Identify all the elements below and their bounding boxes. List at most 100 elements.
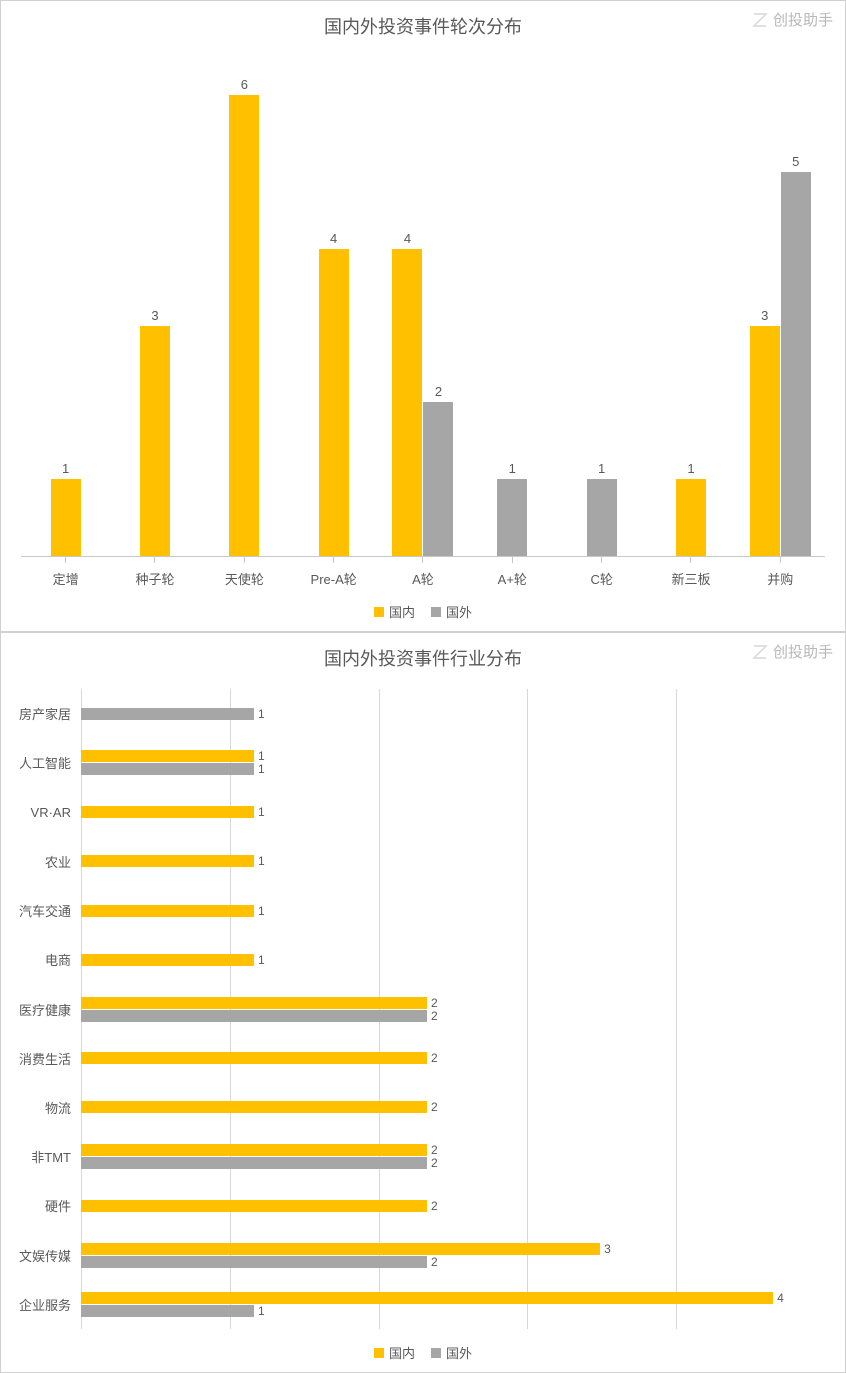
- bar-row: 1: [81, 837, 825, 886]
- legend-item-foreign: 国外: [431, 1343, 472, 1362]
- data-label: 2: [427, 1051, 438, 1065]
- data-label: 2: [435, 384, 442, 402]
- x-tick-label: 定增: [21, 569, 110, 588]
- bar: 4: [319, 249, 349, 556]
- y-tick-label: 物流: [11, 1083, 77, 1132]
- bar-row: 22: [81, 1132, 825, 1181]
- y-tick-label: 汽车交通: [11, 886, 77, 935]
- y-tick-label: 硬件: [11, 1181, 77, 1230]
- y-tick-label: 农业: [11, 837, 77, 886]
- x-tick-label: A+轮: [468, 569, 557, 588]
- brand-text: 创投助手: [773, 641, 833, 662]
- bar-group: 35: [736, 57, 825, 556]
- brand-watermark: 创投助手: [751, 641, 833, 662]
- data-label: 1: [254, 805, 265, 819]
- bar-row: 2: [81, 1083, 825, 1132]
- brand-text: 创投助手: [773, 9, 833, 30]
- bar-group: 1: [557, 57, 646, 556]
- data-label: 3: [761, 308, 768, 326]
- y-tick-label: 房产家居: [11, 689, 77, 738]
- data-label: 2: [427, 1100, 438, 1114]
- bar: 2: [81, 997, 427, 1009]
- bar-group: 6: [200, 57, 289, 556]
- bar: 3: [140, 326, 170, 556]
- legend-item-domestic: 国内: [374, 1343, 415, 1362]
- bar: 3: [750, 326, 780, 556]
- bar: 2: [81, 1010, 427, 1022]
- legend: 国内 国外: [1, 594, 845, 631]
- data-label: 1: [254, 904, 265, 918]
- bar-row: 1: [81, 935, 825, 984]
- data-label: 2: [427, 1156, 438, 1170]
- legend-item-foreign: 国外: [431, 602, 472, 621]
- bar: 2: [423, 402, 453, 556]
- bar: 1: [81, 763, 254, 775]
- bar-row: 1: [81, 689, 825, 738]
- chart-title: 国内外投资事件轮次分布: [1, 1, 845, 47]
- data-label: 6: [241, 77, 248, 95]
- x-tick-label: A轮: [378, 569, 467, 588]
- bar-group: 1: [21, 57, 110, 556]
- bar: 1: [81, 708, 254, 720]
- bar: 1: [497, 479, 527, 556]
- bar-group: 3: [110, 57, 199, 556]
- data-label: 1: [254, 953, 265, 967]
- round-distribution-chart: 创投助手 国内外投资事件轮次分布 13644211135 定增种子轮天使轮Pre…: [0, 0, 846, 632]
- x-tick-label: 种子轮: [110, 569, 199, 588]
- y-tick-label: 消费生活: [11, 1034, 77, 1083]
- legend-label: 国内: [389, 602, 415, 621]
- bar: 1: [587, 479, 617, 556]
- legend: 国内 国外: [1, 1335, 845, 1372]
- x-axis-labels: 定增种子轮天使轮Pre-A轮A轮A+轮C轮新三板并购: [21, 569, 825, 588]
- data-label: 2: [427, 1009, 438, 1023]
- y-tick-label: 企业服务: [11, 1280, 77, 1329]
- bar: 2: [81, 1101, 427, 1113]
- bar: 1: [81, 806, 254, 818]
- data-label: 4: [330, 231, 337, 249]
- data-label: 4: [773, 1291, 784, 1305]
- bar-group: 42: [378, 57, 467, 556]
- bar: 5: [781, 172, 811, 556]
- legend-swatch: [431, 607, 441, 617]
- bar: 1: [81, 954, 254, 966]
- brand-icon: [751, 11, 769, 29]
- legend-item-domestic: 国内: [374, 602, 415, 621]
- data-label: 2: [427, 1199, 438, 1213]
- bar: 2: [81, 1157, 427, 1169]
- bar-row: 2: [81, 1181, 825, 1230]
- bar-row: 11: [81, 738, 825, 787]
- bar-row: 22: [81, 984, 825, 1033]
- bar: 1: [51, 479, 81, 556]
- horizontal-bars: 111111122222223241: [81, 689, 825, 1329]
- bar: 2: [81, 1052, 427, 1064]
- data-label: 1: [254, 749, 265, 763]
- bar: 1: [676, 479, 706, 556]
- data-label: 5: [792, 154, 799, 172]
- y-tick-label: 电商: [11, 935, 77, 984]
- bar-row: 1: [81, 886, 825, 935]
- data-label: 1: [598, 461, 605, 479]
- bar-row: 32: [81, 1231, 825, 1280]
- bar-group: 4: [289, 57, 378, 556]
- data-label: 2: [427, 1143, 438, 1157]
- y-tick-label: 医疗健康: [11, 984, 77, 1033]
- y-tick-label: 文娱传媒: [11, 1231, 77, 1280]
- brand-watermark: 创投助手: [751, 9, 833, 30]
- data-label: 3: [151, 308, 158, 326]
- data-label: 2: [427, 1255, 438, 1269]
- bar: 1: [81, 855, 254, 867]
- legend-label: 国内: [389, 1343, 415, 1362]
- data-label: 1: [62, 461, 69, 479]
- bar: 2: [81, 1144, 427, 1156]
- x-tick-label: 并购: [736, 569, 825, 588]
- plot-area: 13644211135 定增种子轮天使轮Pre-A轮A轮A+轮C轮新三板并购: [21, 57, 825, 588]
- data-label: 2: [427, 996, 438, 1010]
- data-label: 1: [254, 762, 265, 776]
- industry-distribution-chart: 创投助手 国内外投资事件行业分布 房产家居人工智能VR·AR农业汽车交通电商医疗…: [0, 632, 846, 1373]
- data-label: 1: [687, 461, 694, 479]
- bar: 3: [81, 1243, 600, 1255]
- x-tick-label: 天使轮: [200, 569, 289, 588]
- x-ticks: [21, 557, 825, 563]
- y-axis-labels: 房产家居人工智能VR·AR农业汽车交通电商医疗健康消费生活物流非TMT硬件文娱传…: [11, 689, 77, 1329]
- bar-group: 1: [468, 57, 557, 556]
